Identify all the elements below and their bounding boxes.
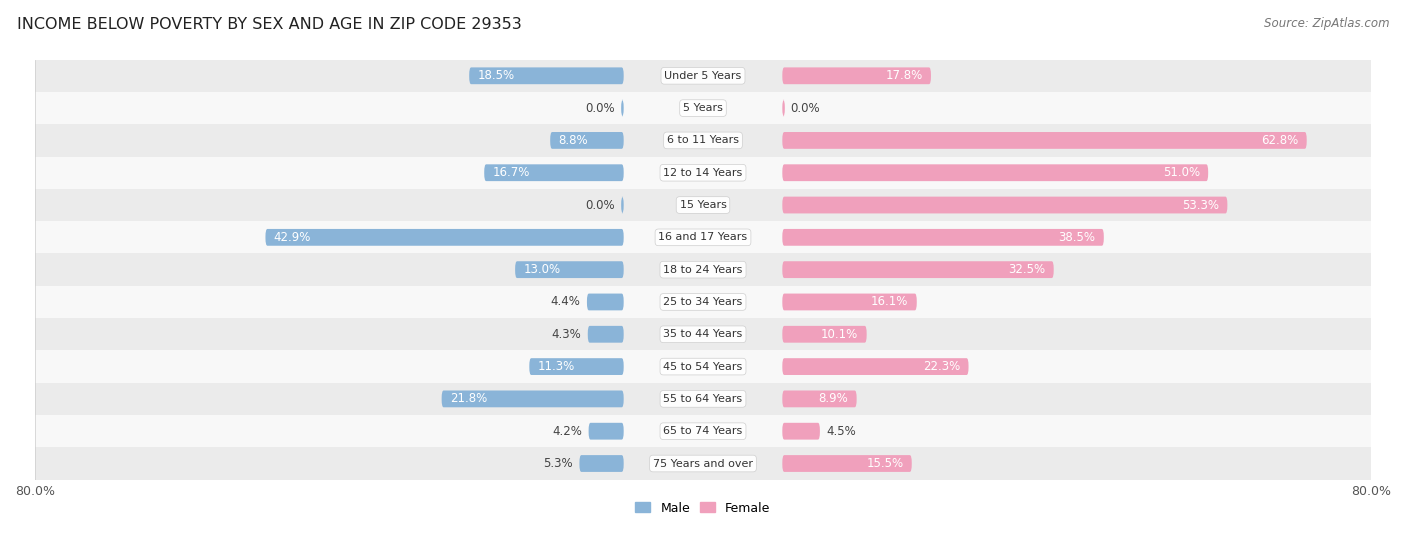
Text: 0.0%: 0.0%	[790, 102, 820, 114]
Text: 75 Years and over: 75 Years and over	[652, 459, 754, 469]
FancyBboxPatch shape	[529, 358, 624, 375]
Text: 21.8%: 21.8%	[450, 392, 488, 406]
FancyBboxPatch shape	[35, 92, 1371, 124]
FancyBboxPatch shape	[35, 221, 1371, 253]
FancyBboxPatch shape	[782, 391, 856, 407]
Text: 62.8%: 62.8%	[1261, 134, 1298, 147]
FancyBboxPatch shape	[782, 423, 820, 440]
FancyBboxPatch shape	[621, 100, 624, 117]
Text: 55 to 64 Years: 55 to 64 Years	[664, 394, 742, 404]
FancyBboxPatch shape	[782, 132, 1306, 149]
FancyBboxPatch shape	[35, 286, 1371, 318]
FancyBboxPatch shape	[782, 261, 1053, 278]
FancyBboxPatch shape	[35, 60, 1371, 92]
FancyBboxPatch shape	[782, 294, 917, 310]
Text: 16 and 17 Years: 16 and 17 Years	[658, 232, 748, 242]
Text: 12 to 14 Years: 12 to 14 Years	[664, 168, 742, 178]
FancyBboxPatch shape	[35, 350, 1371, 383]
FancyBboxPatch shape	[621, 196, 624, 213]
FancyBboxPatch shape	[35, 189, 1371, 221]
FancyBboxPatch shape	[550, 132, 624, 149]
FancyBboxPatch shape	[782, 196, 1227, 213]
Text: 0.0%: 0.0%	[586, 102, 616, 114]
Text: 18 to 24 Years: 18 to 24 Years	[664, 264, 742, 275]
FancyBboxPatch shape	[782, 164, 1208, 181]
FancyBboxPatch shape	[782, 229, 1104, 246]
FancyBboxPatch shape	[782, 326, 866, 343]
Text: 65 to 74 Years: 65 to 74 Years	[664, 426, 742, 436]
Text: 4.3%: 4.3%	[551, 328, 581, 341]
Text: 4.5%: 4.5%	[827, 425, 856, 437]
FancyBboxPatch shape	[579, 455, 624, 472]
Text: 38.5%: 38.5%	[1059, 231, 1095, 244]
FancyBboxPatch shape	[35, 415, 1371, 448]
Legend: Male, Female: Male, Female	[630, 497, 776, 519]
Text: 15 Years: 15 Years	[679, 200, 727, 210]
FancyBboxPatch shape	[515, 261, 624, 278]
Text: 5.3%: 5.3%	[543, 457, 572, 470]
FancyBboxPatch shape	[484, 164, 624, 181]
Text: Source: ZipAtlas.com: Source: ZipAtlas.com	[1264, 17, 1389, 30]
Text: 6 to 11 Years: 6 to 11 Years	[666, 136, 740, 146]
Text: 51.0%: 51.0%	[1163, 166, 1199, 179]
Text: 4.4%: 4.4%	[550, 296, 581, 309]
Text: 18.5%: 18.5%	[478, 69, 515, 82]
FancyBboxPatch shape	[35, 253, 1371, 286]
Text: 15.5%: 15.5%	[866, 457, 904, 470]
FancyBboxPatch shape	[782, 358, 969, 375]
Text: 35 to 44 Years: 35 to 44 Years	[664, 329, 742, 339]
Text: INCOME BELOW POVERTY BY SEX AND AGE IN ZIP CODE 29353: INCOME BELOW POVERTY BY SEX AND AGE IN Z…	[17, 17, 522, 32]
Text: Under 5 Years: Under 5 Years	[665, 71, 741, 81]
FancyBboxPatch shape	[782, 455, 911, 472]
Text: 16.1%: 16.1%	[872, 296, 908, 309]
FancyBboxPatch shape	[589, 423, 624, 440]
Text: 16.7%: 16.7%	[492, 166, 530, 179]
FancyBboxPatch shape	[782, 68, 931, 84]
FancyBboxPatch shape	[470, 68, 624, 84]
FancyBboxPatch shape	[35, 318, 1371, 350]
Text: 42.9%: 42.9%	[274, 231, 311, 244]
Text: 0.0%: 0.0%	[586, 199, 616, 211]
FancyBboxPatch shape	[441, 391, 624, 407]
Text: 4.2%: 4.2%	[553, 425, 582, 437]
Text: 53.3%: 53.3%	[1182, 199, 1219, 211]
Text: 13.0%: 13.0%	[523, 263, 561, 276]
Text: 11.3%: 11.3%	[537, 360, 575, 373]
FancyBboxPatch shape	[588, 326, 624, 343]
FancyBboxPatch shape	[266, 229, 624, 246]
Text: 10.1%: 10.1%	[821, 328, 858, 341]
Text: 5 Years: 5 Years	[683, 103, 723, 113]
FancyBboxPatch shape	[35, 157, 1371, 189]
Text: 25 to 34 Years: 25 to 34 Years	[664, 297, 742, 307]
FancyBboxPatch shape	[586, 294, 624, 310]
Text: 8.8%: 8.8%	[558, 134, 588, 147]
Text: 22.3%: 22.3%	[922, 360, 960, 373]
FancyBboxPatch shape	[782, 100, 785, 117]
Text: 32.5%: 32.5%	[1008, 263, 1045, 276]
Text: 45 to 54 Years: 45 to 54 Years	[664, 362, 742, 372]
FancyBboxPatch shape	[35, 124, 1371, 157]
Text: 8.9%: 8.9%	[818, 392, 848, 406]
FancyBboxPatch shape	[35, 383, 1371, 415]
FancyBboxPatch shape	[35, 448, 1371, 480]
Text: 17.8%: 17.8%	[886, 69, 922, 82]
